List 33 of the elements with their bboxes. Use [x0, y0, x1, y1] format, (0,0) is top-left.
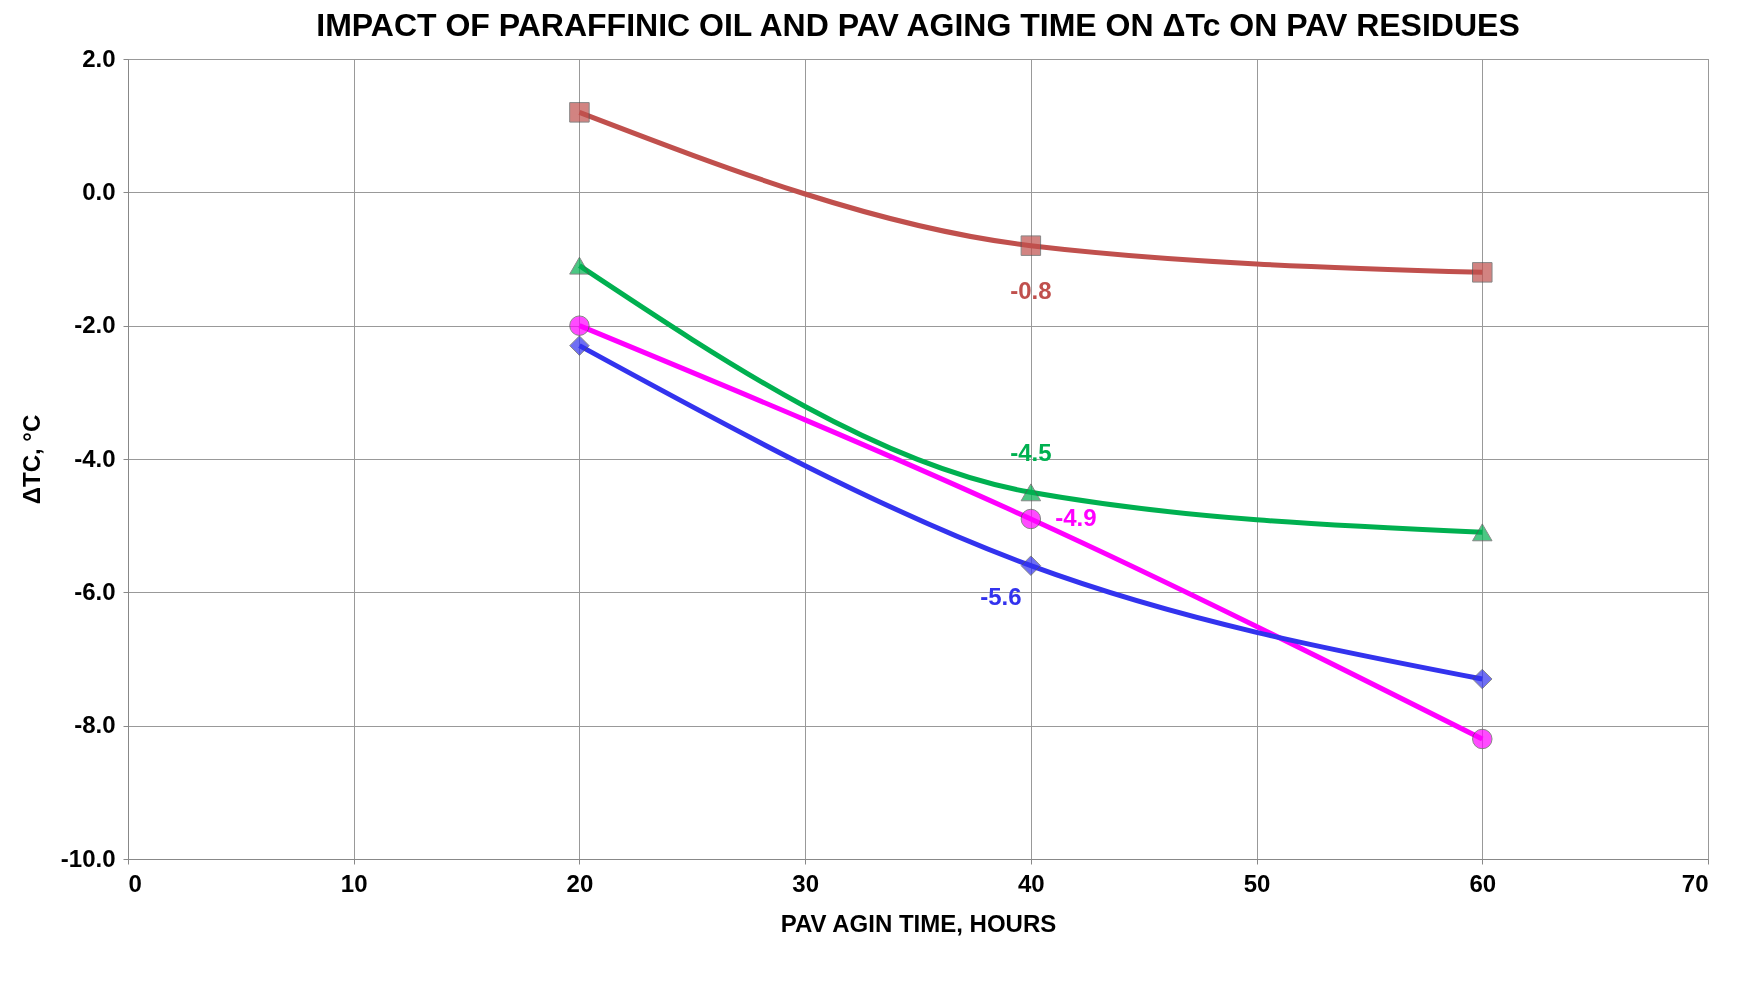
x-tick-label: 60	[1469, 869, 1497, 897]
data-label: -4.5	[1010, 439, 1052, 467]
point	[1020, 483, 1042, 502]
data-label: -5.6	[980, 582, 1022, 610]
y-axis-title: ΔTC, °C	[17, 414, 45, 505]
x-tick-label: 0	[128, 869, 142, 897]
y-tick-label: 0.0	[82, 177, 116, 205]
x-tick-label: 30	[792, 869, 819, 897]
y-tick-label: -10.0	[60, 844, 116, 872]
point	[569, 335, 590, 356]
x-tick-label: 50	[1243, 869, 1271, 897]
y-tick-label: 2.0	[82, 44, 116, 72]
y-tick-label: -8.0	[74, 711, 116, 739]
point	[1472, 668, 1493, 690]
point	[569, 102, 590, 123]
point	[1472, 728, 1493, 750]
y-tick-label: -4.0	[74, 444, 116, 472]
x-tick-label: 20	[566, 869, 594, 897]
point	[1472, 523, 1493, 542]
point	[1020, 235, 1042, 256]
point	[569, 315, 590, 336]
chart-title: IMPACT OF PARAFFINIC OIL AND PAV AGING TIME ON ΔTc ON PAV RESIDUES	[316, 7, 1520, 43]
point	[569, 256, 590, 275]
x-tick-label: 10	[340, 869, 368, 897]
y-tick-label: -6.0	[74, 577, 116, 605]
y-tick-label: -2.0	[74, 311, 116, 339]
point	[1020, 555, 1042, 576]
point	[1472, 262, 1493, 283]
point	[1020, 508, 1042, 530]
data-label: -4.9	[1055, 504, 1097, 531]
x-axis-title: PAV AGIN TIME, HOURS	[780, 909, 1057, 937]
x-tick-label: 70	[1681, 869, 1709, 897]
x-tick-label: 40	[1018, 869, 1045, 897]
